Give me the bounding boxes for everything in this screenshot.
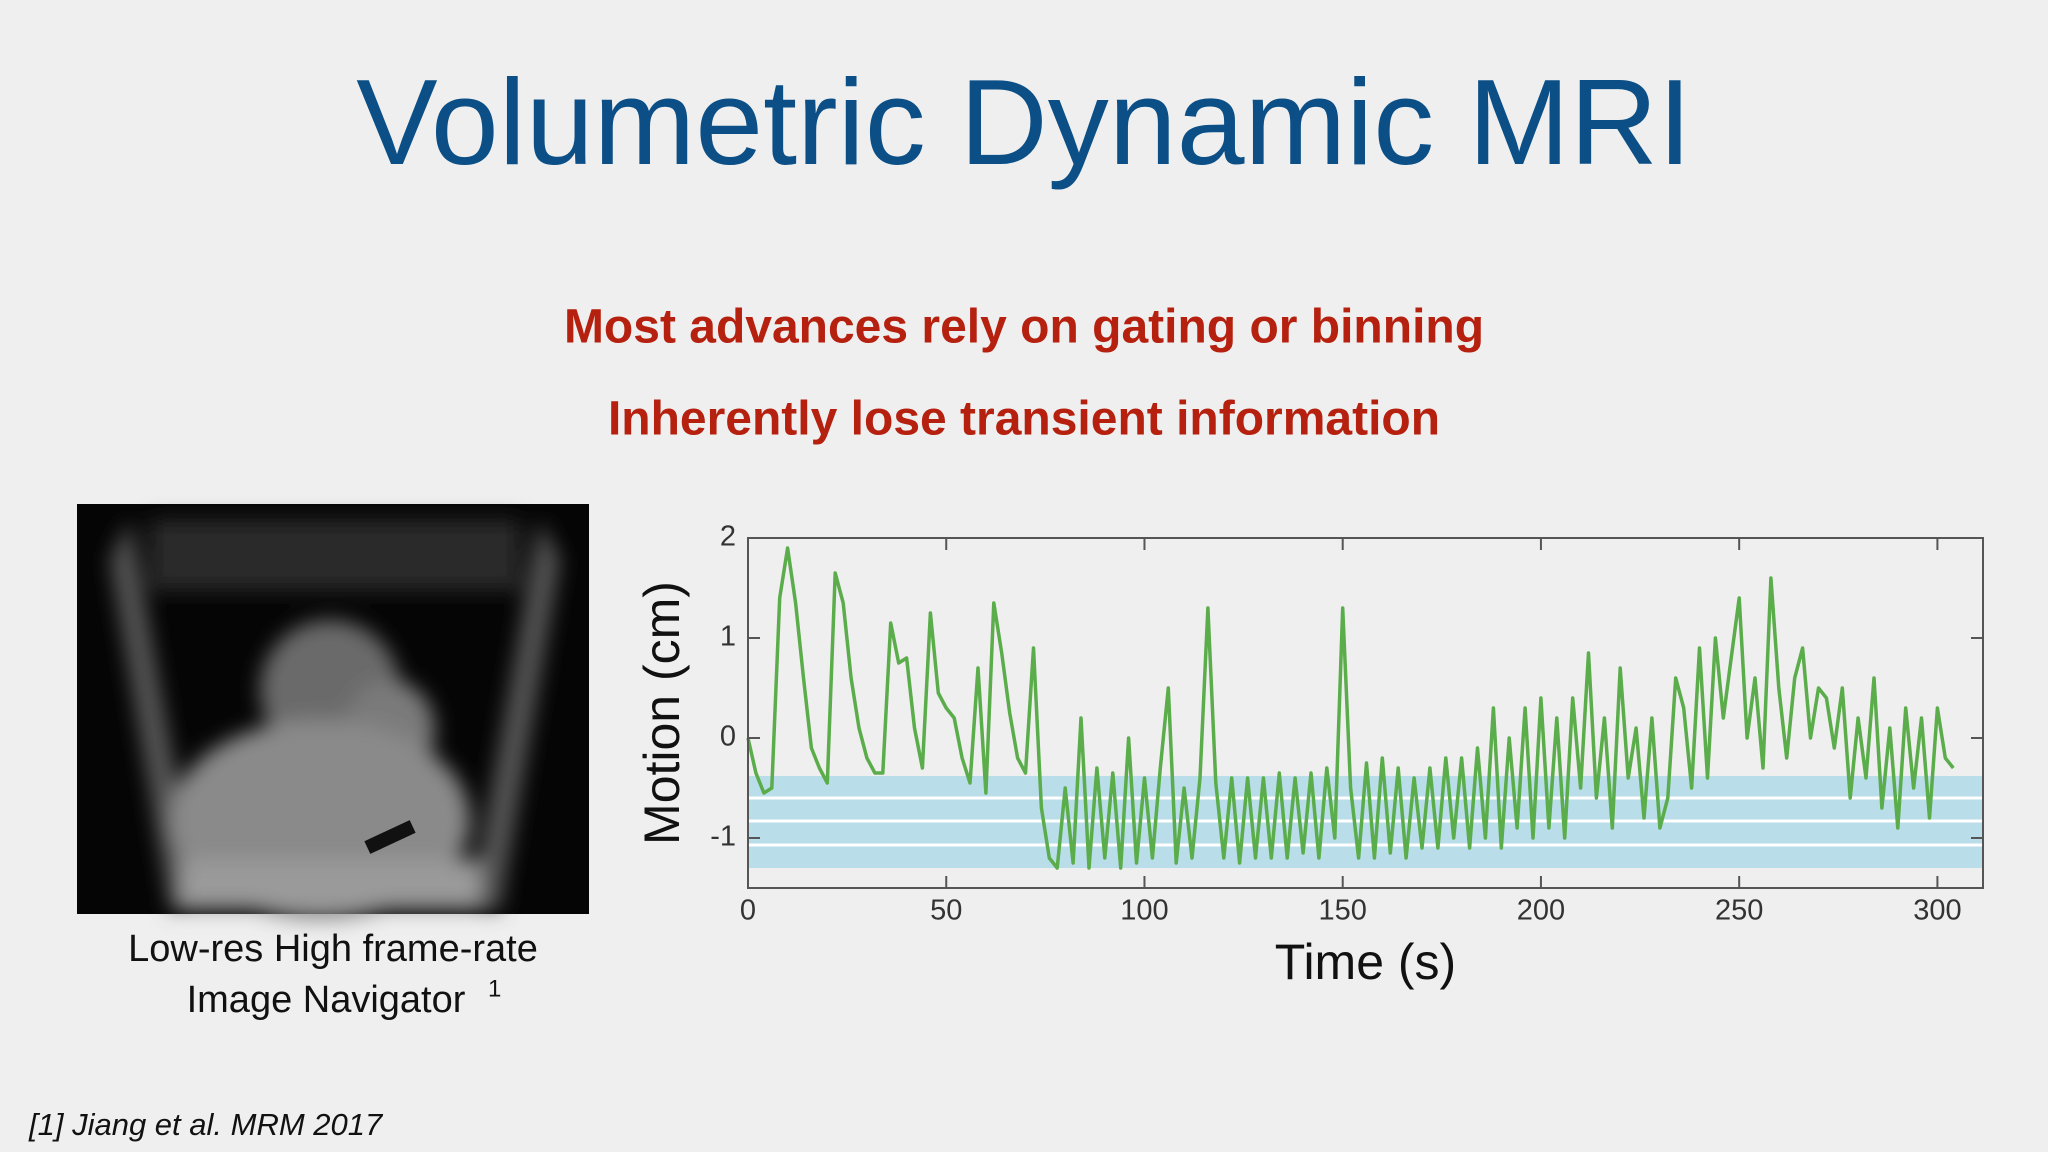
y-axis-label: Motion (cm): [634, 581, 690, 845]
x-tick-label: 150: [1319, 895, 1367, 927]
chart: -1 0 1 2 0 50 100 150 200 250 300 Time (s) Motion (c…: [634, 521, 1984, 990]
bin-band: [748, 821, 1983, 845]
y-tick-label: 1: [720, 621, 736, 653]
y-tick-label: -1: [710, 821, 736, 853]
footnote: [1] Jiang et al. MRM 2017: [28, 1107, 384, 1142]
caption-superscript: 1: [488, 975, 501, 1002]
x-tick-label: 300: [1913, 895, 1961, 927]
x-tick-label: 200: [1517, 895, 1565, 927]
bullet: Most advances rely on gating or binning: [564, 301, 1484, 354]
x-axis-label: Time (s): [1275, 934, 1456, 990]
x-tick-label: 0: [740, 895, 756, 927]
image-caption: Low-res High frame-rate: [128, 928, 538, 970]
navigator-image: [77, 504, 589, 920]
y-tick-label: 0: [720, 721, 736, 753]
bin-band: [748, 798, 1983, 821]
image-caption: Image Navigator: [187, 979, 466, 1021]
bin-band: [748, 845, 1983, 868]
x-tick-label: 250: [1715, 895, 1763, 927]
y-tick-label: 2: [720, 521, 736, 553]
plot-frame: [747, 537, 1984, 889]
motion-line: [746, 546, 1955, 870]
slide-title: Volumetric Dynamic MRI: [356, 54, 1692, 190]
x-tick-label: 50: [930, 895, 962, 927]
x-tick-label: 100: [1120, 895, 1168, 927]
bullet: Inherently lose transient information: [608, 393, 1440, 446]
